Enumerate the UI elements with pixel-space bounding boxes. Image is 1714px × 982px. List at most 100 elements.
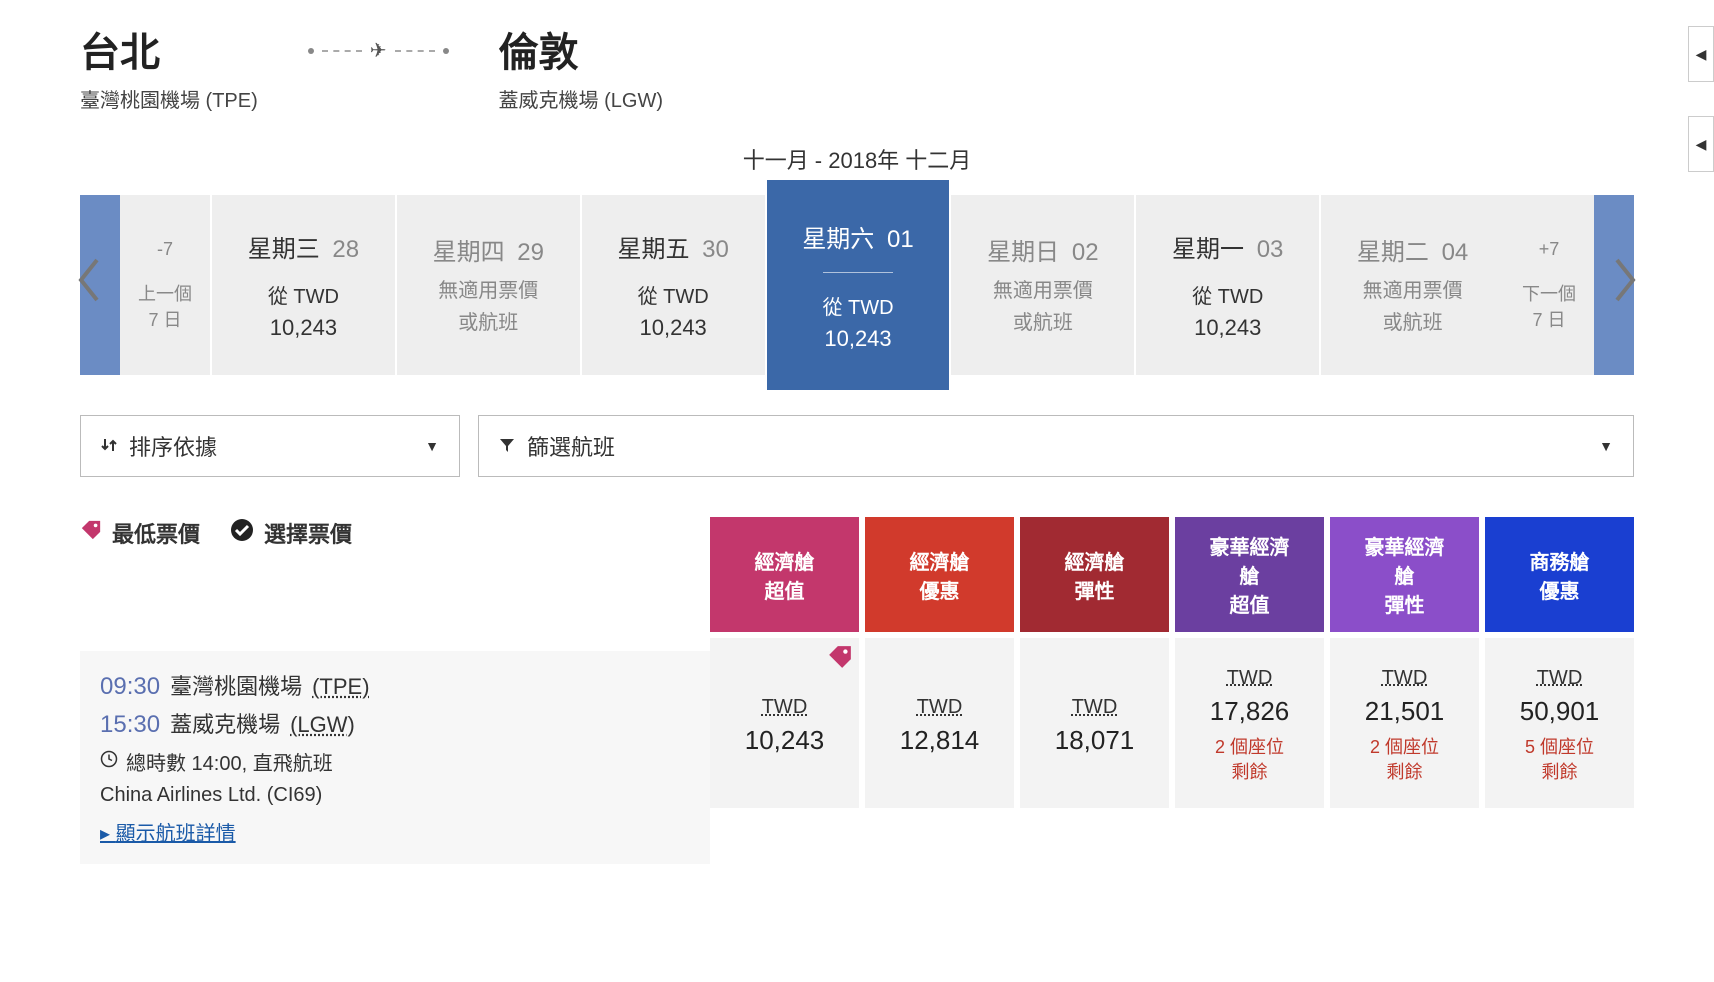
flight-details-link[interactable]: 顯示航班詳情 — [100, 817, 236, 846]
fare-price-row: TWD 10,243 TWD 12,814 TWD 18,071 TWD 17,826 2 個座… — [710, 638, 1634, 808]
selected-label: 選擇票價 — [264, 517, 352, 549]
tag-icon — [80, 519, 102, 547]
date-cell[interactable]: 星期日 02 無適用票價或航班 — [949, 195, 1134, 375]
filter-icon — [499, 433, 515, 459]
fare-header-cell: 豪華經濟艙超值 — [1175, 517, 1324, 632]
fare-amount: 10,243 — [716, 725, 853, 756]
filter-dropdown[interactable]: 篩選航班 ▼ — [478, 415, 1634, 477]
side-tab-2[interactable]: ◀ — [1688, 116, 1714, 172]
origin-city: 台北 — [80, 20, 258, 78]
date-cell[interactable]: 星期二 04 無適用票價或航班 — [1319, 195, 1504, 375]
fare-cell[interactable]: TWD 12,814 — [865, 638, 1014, 808]
fare-amount: 17,826 — [1181, 696, 1318, 727]
arr-time: 15:30 — [100, 711, 160, 739]
sort-label: 排序依據 — [129, 430, 217, 462]
seats-left: 2 個座位剩餘 — [1181, 735, 1318, 785]
fare-header-cell: 經濟艙彈性 — [1020, 517, 1169, 632]
origin-city-block: 台北 臺灣桃園機場 (TPE) — [80, 20, 258, 113]
fare-cell[interactable]: TWD 18,071 — [1020, 638, 1169, 808]
fare-cell[interactable]: TWD 17,826 2 個座位剩餘 — [1175, 638, 1324, 808]
date-strip: -7 上一個 7 日 星期三 28從 TWD10,243星期四 29無適用票價或… — [80, 195, 1634, 375]
currency: TWD — [1336, 667, 1473, 690]
date-cell[interactable]: 星期六 01 從 TWD 10,243 — [765, 180, 950, 390]
dest-city: 倫敦 — [499, 20, 663, 78]
fare-header-cell: 經濟艙超值 — [710, 517, 859, 632]
sort-icon — [101, 433, 117, 459]
filter-label: 篩選航班 — [527, 430, 615, 462]
next7-num: +7 — [1539, 239, 1560, 260]
route-arrow: ✈ — [288, 38, 469, 63]
next-week-cell[interactable]: +7 下一個 7 日 — [1504, 195, 1594, 375]
fare-header-cell: 豪華經濟艙彈性 — [1330, 517, 1479, 632]
seats-left: 2 個座位剩餘 — [1336, 735, 1473, 785]
no-fare: 無適用票價或航班 — [1363, 275, 1463, 339]
flight-info: 09:30 臺灣桃園機場 (TPE) 15:30 蓋威克機場 (LGW) 總時數… — [80, 651, 710, 864]
tag-icon — [827, 644, 853, 675]
arr-code: (LGW) — [290, 712, 355, 738]
side-tab-1[interactable]: ◀ — [1688, 26, 1714, 82]
fare-amount: 18,071 — [1026, 725, 1163, 756]
next7-l1: 下一個 — [1522, 280, 1576, 306]
no-fare: 無適用票價或航班 — [438, 275, 538, 339]
carrier: China Airlines Ltd. (CI69) — [100, 784, 690, 807]
fare-cell[interactable]: TWD 10,243 — [710, 638, 859, 808]
prev-week-arrow[interactable] — [75, 256, 103, 314]
currency: TWD — [716, 696, 853, 719]
date-cell[interactable]: 星期一 03 從 TWD 10,243 — [1134, 195, 1319, 375]
fare-cell[interactable]: TWD50,9015 個座位剩餘 — [1485, 638, 1634, 808]
fare-amount: 50,901 — [1491, 696, 1628, 727]
fare-header-cell: 經濟艙優惠 — [865, 517, 1014, 632]
prev-week-cell[interactable]: -7 上一個 7 日 — [120, 195, 210, 375]
date-cell[interactable]: 星期四 29 無適用票價或航班 — [395, 195, 580, 375]
fare-header-cell: 商務艙優惠 — [1485, 517, 1634, 632]
date-cell[interactable]: 星期五 30 從 TWD 10,243 — [580, 195, 765, 375]
dep-airport: 臺灣桃園機場 — [170, 669, 302, 701]
dest-airport: 蓋威克機場 (LGW) — [499, 84, 663, 113]
chevron-down-icon: ▼ — [425, 438, 439, 454]
origin-airport: 臺灣桃園機場 (TPE) — [80, 84, 258, 113]
prev7-l2: 7 日 — [148, 306, 181, 332]
plane-icon: ✈ — [370, 38, 387, 63]
currency: TWD — [1181, 667, 1318, 690]
day-label: 星期二 04 — [1357, 232, 1468, 267]
fare-cell[interactable]: TWD 21,501 2 個座位剩餘 — [1330, 638, 1479, 808]
month-label: 十一月 - 2018年 十二月 — [80, 143, 1634, 175]
fare-amount: 12,814 — [871, 725, 1008, 756]
day-label: 星期一 03 — [1172, 229, 1283, 264]
day-label: 星期四 29 — [433, 232, 544, 267]
currency: TWD — [1491, 667, 1628, 690]
chevron-down-icon: ▼ — [1599, 438, 1613, 454]
prev7-l1: 上一個 — [138, 280, 192, 306]
from-label: 從 TWD — [1192, 280, 1263, 309]
currency: TWD — [1026, 696, 1163, 719]
date-price: 10,243 — [270, 315, 337, 341]
no-fare: 無適用票價或航班 — [993, 275, 1093, 339]
dest-city-block: 倫敦 蓋威克機場 (LGW) — [499, 20, 663, 113]
date-price: 10,243 — [640, 315, 707, 341]
next7-l2: 7 日 — [1533, 306, 1566, 332]
from-label: 從 TWD — [822, 291, 893, 320]
date-price: 10,243 — [1194, 315, 1261, 341]
next-week-arrow[interactable] — [1611, 256, 1639, 314]
day-label: 星期日 02 — [987, 232, 1098, 267]
legend: 最低票價 選擇票價 — [80, 517, 710, 549]
fare-section: 最低票價 選擇票價 09:30 臺灣桃園機場 (TPE) 15:30 蓋威克機場… — [80, 517, 1634, 864]
day-label: 星期五 30 — [617, 229, 728, 264]
sort-dropdown[interactable]: 排序依據 ▼ — [80, 415, 460, 477]
controls-row: 排序依據 ▼ 篩選航班 ▼ — [80, 415, 1634, 477]
currency: TWD — [871, 696, 1008, 719]
clock-icon — [100, 750, 118, 774]
date-price: 10,243 — [824, 326, 891, 352]
route-header: 台北 臺灣桃園機場 (TPE) ✈ 倫敦 蓋威克機場 (LGW) — [80, 20, 1634, 113]
day-label: 星期三 28 — [248, 229, 359, 264]
date-cell[interactable]: 星期三 28從 TWD10,243 — [210, 195, 395, 375]
day-label: 星期六 01 — [802, 219, 913, 254]
duration: 總時數 14:00, 直飛航班 — [126, 747, 333, 776]
arr-airport: 蓋威克機場 — [170, 707, 280, 739]
from-label: 從 TWD — [638, 280, 709, 309]
dep-code: (TPE) — [312, 674, 369, 700]
lowest-label: 最低票價 — [112, 517, 200, 549]
prev7-num: -7 — [157, 239, 173, 260]
fare-amount: 21,501 — [1336, 696, 1473, 727]
fare-header-row: 經濟艙超值經濟艙優惠經濟艙彈性豪華經濟艙超值豪華經濟艙彈性商務艙優惠 — [710, 517, 1634, 632]
